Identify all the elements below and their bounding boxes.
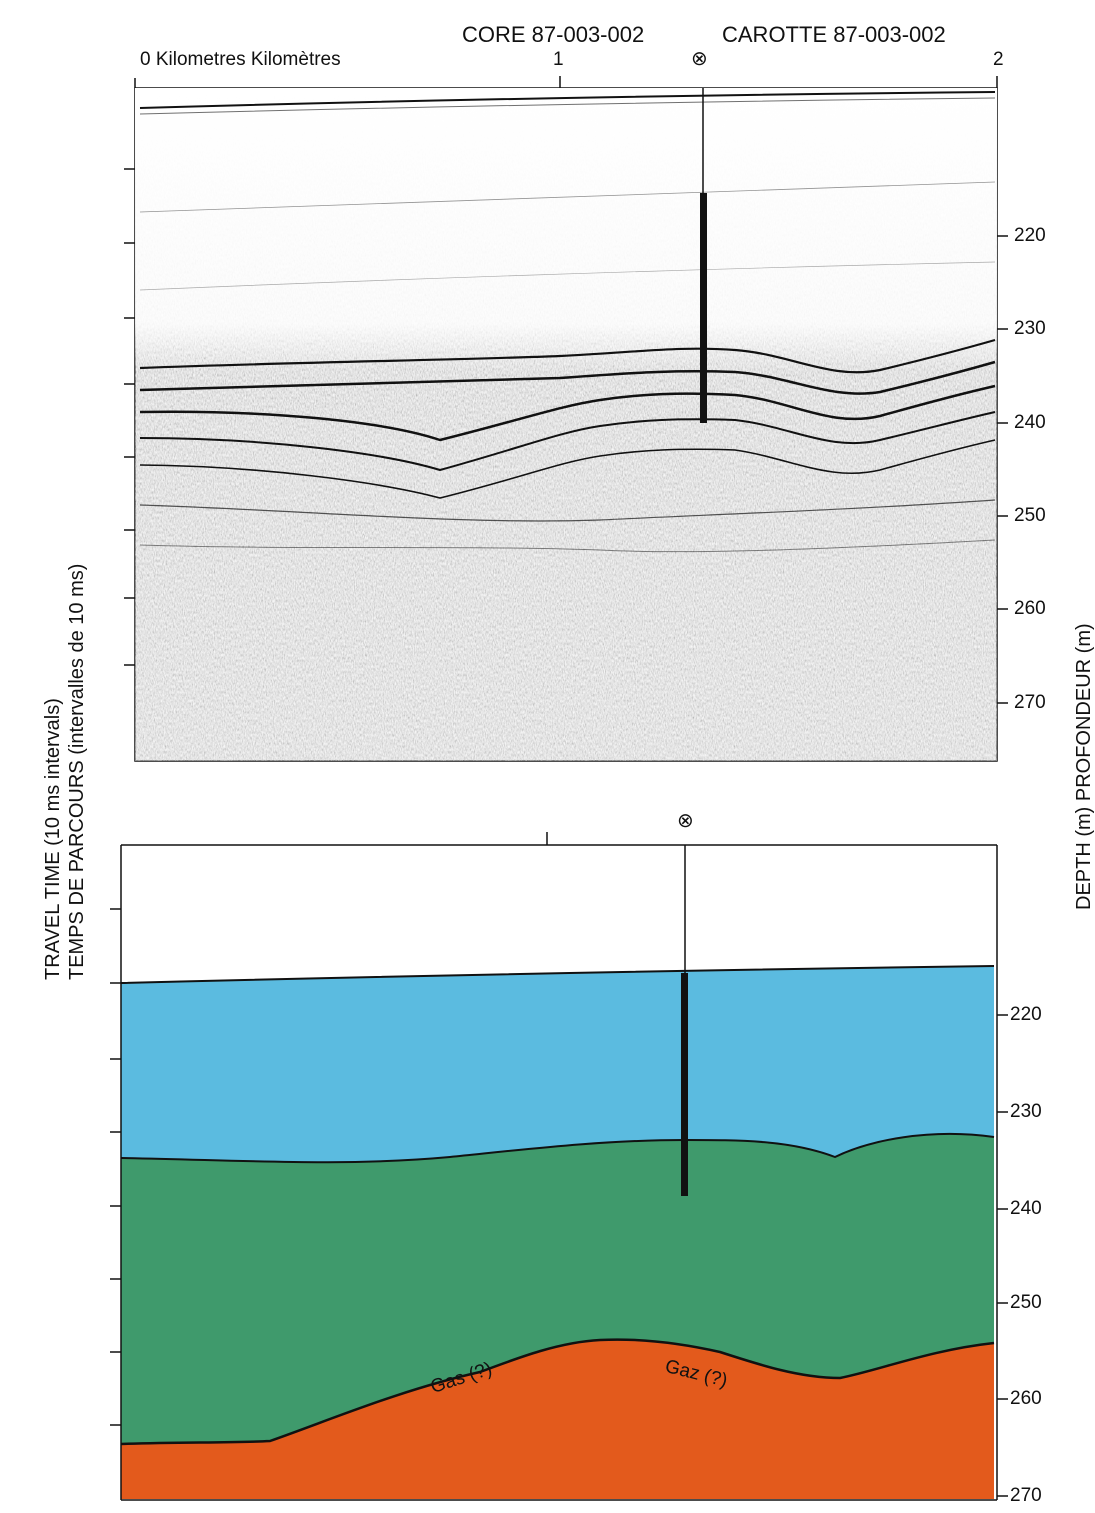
travel-time-ticks-top: [124, 168, 135, 666]
core-label-fr: CAROTTE 87-003-002: [722, 22, 946, 47]
interpretation-panel: [110, 832, 1008, 1501]
depth-label-top: 270: [1014, 692, 1046, 713]
distance-ticks: [134, 76, 998, 88]
core-marker-icon: ⊗: [691, 48, 708, 70]
depth-label-top: 220: [1014, 225, 1046, 246]
scale-tick-2: 2: [993, 49, 1004, 70]
seismic-section-panel: [124, 76, 1008, 762]
layer-middle-sediment: [121, 1133, 994, 1444]
core-label-en: CORE 87-003-002: [462, 22, 645, 47]
core-marker-icon-lower: ⊗: [677, 810, 694, 832]
core-sample-bar-lower: [681, 973, 688, 1196]
depth-axis-title: DEPTH (m) PROFONDEUR (m): [1073, 623, 1095, 910]
travel-time-axis-title: TRAVEL TIME (10 ms intervals) TEMPS DE P…: [42, 520, 182, 1000]
depth-label-bottom: 240: [1010, 1198, 1042, 1219]
depth-label-bottom: 260: [1010, 1388, 1042, 1409]
depth-label-bottom: 270: [1010, 1485, 1042, 1506]
travel-time-title-en: TRAVEL TIME (10 ms intervals): [42, 698, 64, 980]
depth-ticks-bottom: [997, 1014, 1008, 1497]
depth-label-top: 240: [1014, 412, 1046, 433]
depth-label-bottom: 250: [1010, 1292, 1042, 1313]
seismic-reflectors: [139, 91, 996, 553]
depth-label-top: 260: [1014, 598, 1046, 619]
depth-label-top: 250: [1014, 505, 1046, 526]
depth-label-top: 230: [1014, 318, 1046, 339]
depth-label-bottom: 230: [1010, 1101, 1042, 1122]
layer-water-column: [121, 966, 994, 1163]
scale-label: 0 Kilometres Kilomètres: [140, 49, 341, 70]
layer-boundaries: [120, 965, 995, 1446]
depth-ticks-top: [997, 235, 1008, 704]
depth-label-bottom: 220: [1010, 1004, 1042, 1025]
scale-tick-1: 1: [553, 49, 564, 70]
travel-time-title-fr: TEMPS DE PARCOURS (intervalles de 10 ms): [66, 563, 88, 980]
core-sample-bar: [700, 193, 707, 423]
layer-lower-sediment: [121, 1339, 994, 1499]
travel-time-ticks-bottom: [110, 908, 121, 1426]
